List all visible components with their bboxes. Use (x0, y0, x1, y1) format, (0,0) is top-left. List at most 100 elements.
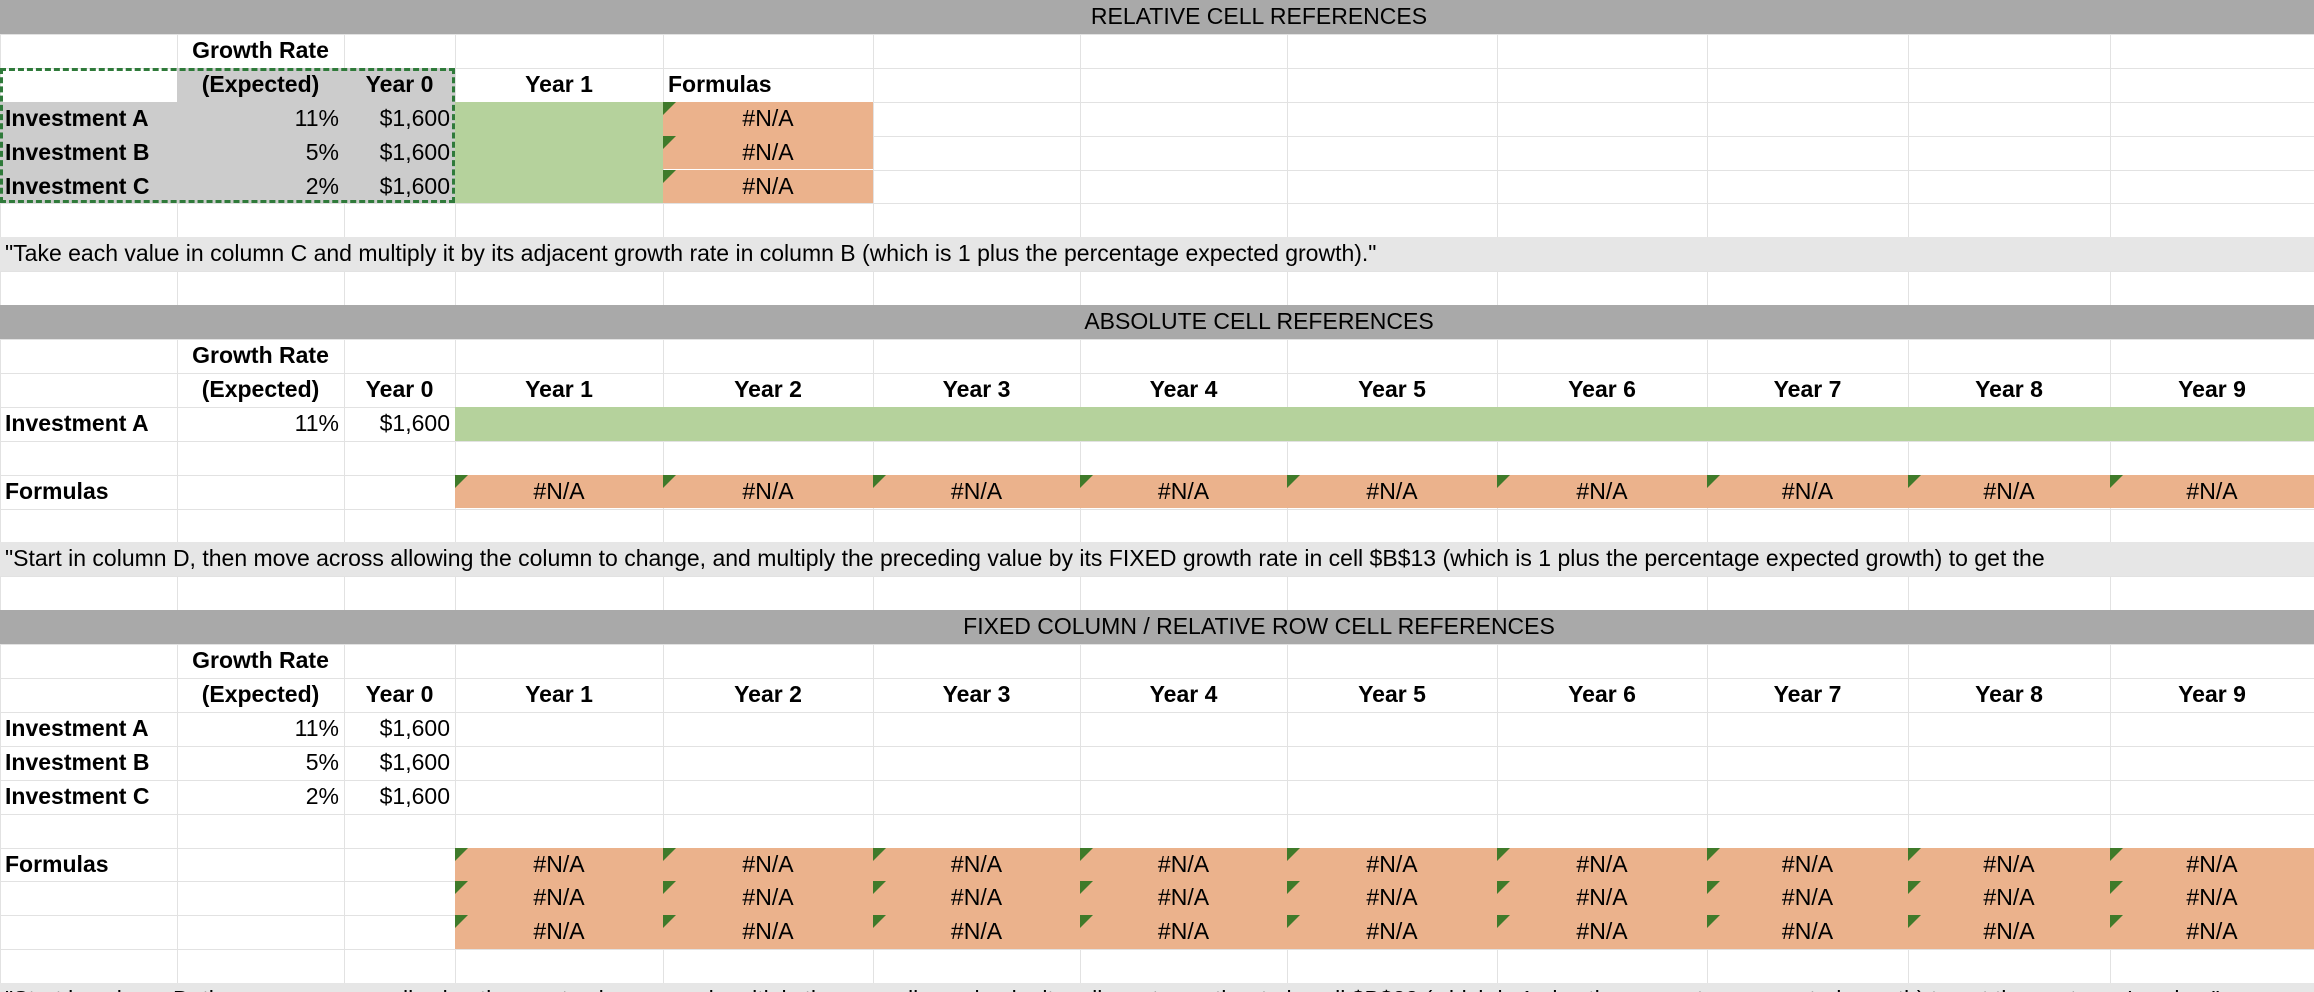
header-cell: Year 6 (1497, 373, 1707, 407)
cell-text: #N/A (950, 918, 1003, 945)
cell-text: #N/A (742, 104, 794, 131)
formula-cell: #N/A (455, 881, 663, 916)
header-cell: Year 8 (1908, 678, 2110, 712)
formula-flag (1908, 847, 1921, 861)
cell-text: #N/A (742, 884, 794, 911)
cell-text: "Take each value in column C and multipl… (5, 240, 1377, 267)
cell-text: $1,600 (379, 782, 450, 809)
formula-flag (663, 915, 676, 929)
formula-cell: #N/A (2110, 881, 2314, 916)
header-cell: Year 0 (344, 373, 455, 407)
formula-cell: #N/A (1080, 474, 1287, 509)
cell-text: #N/A (1781, 477, 1834, 504)
header-cell: Growth Rate (177, 339, 344, 373)
cell-text: Year 7 (1773, 375, 1842, 402)
cell-text: $1,600 (379, 714, 450, 741)
header-cell: Year 5 (1287, 373, 1497, 407)
cell-text: "Start in column D, then move across all… (5, 986, 2220, 992)
formula-cell: #N/A (663, 474, 873, 509)
cell-text: #N/A (1781, 884, 1834, 911)
section-title: RELATIVE CELL REFERENCES (1090, 3, 1428, 29)
formula-flag (1287, 474, 1300, 488)
cell-text: Formulas (668, 70, 772, 97)
rate-cell: 11% (177, 712, 344, 746)
formula-cell: #N/A (2110, 847, 2314, 882)
row-label: Investment C (0, 170, 177, 204)
formula-cell: #N/A (663, 847, 873, 882)
formula-flag (1287, 915, 1300, 929)
grid-line (0, 644, 2314, 646)
cell-text: Year 0 (365, 375, 434, 402)
formula-cell: #N/A (1287, 847, 1497, 882)
cell-text: #N/A (742, 172, 794, 199)
cell-text: Investment A (5, 104, 149, 131)
cell-text: #N/A (742, 850, 794, 877)
formula-flag (1080, 474, 1093, 488)
cell-text: Year 1 (525, 70, 593, 97)
formula-flag (2110, 847, 2123, 861)
header-cell: Year 5 (1287, 678, 1497, 712)
cell-text: #N/A (1983, 918, 2035, 945)
cell-text: $1,600 (379, 104, 450, 131)
formula-flag (1080, 881, 1093, 895)
cell-text: Year 9 (2178, 375, 2246, 402)
cell-text: Growth Rate (192, 342, 329, 368)
formula-cell: #N/A (455, 474, 663, 509)
cell-text: #N/A (1157, 477, 1210, 504)
formula-flag (873, 474, 886, 488)
formula-cell: #N/A (2110, 474, 2314, 509)
grid-line (0, 135, 2314, 137)
input-fill (455, 101, 663, 204)
formula-cell: #N/A (873, 474, 1080, 509)
cell-text: Investment B (5, 748, 150, 775)
row-label: Formulas (0, 475, 177, 509)
formula-flag (1707, 915, 1720, 929)
grid-line (0, 0, 1, 992)
cell-text: #N/A (2186, 850, 2238, 877)
cell-text: Year 2 (734, 681, 802, 707)
cell-text: #N/A (742, 918, 794, 945)
cell-text: #N/A (1366, 884, 1418, 911)
formula-flag (1080, 915, 1093, 929)
cell-text: Year 7 (1773, 681, 1842, 707)
cell-text: Year 3 (942, 681, 1011, 707)
cell-text: $1,600 (379, 172, 450, 199)
cell-text: Investment B (5, 138, 150, 165)
header-cell: Year 0 (344, 68, 455, 102)
formula-cell: #N/A (663, 881, 873, 916)
header-cell: Year 2 (663, 678, 873, 712)
row-label: Investment A (0, 407, 177, 441)
cell-text: #N/A (1983, 850, 2035, 877)
formula-flag (1497, 881, 1510, 895)
formula-cell: #N/A (1497, 915, 1707, 950)
formula-cell: #N/A (1707, 915, 1908, 950)
value-cell: $1,600 (344, 170, 455, 204)
grid-line (0, 101, 2314, 103)
formula-cell: #N/A (1497, 474, 1707, 509)
cell-text: 5% (305, 748, 339, 775)
cell-text: (Expected) (201, 70, 320, 97)
cell-text: #N/A (950, 884, 1003, 911)
formula-flag (663, 169, 676, 183)
cell-text: Year 4 (1149, 681, 1218, 707)
cell-text: #N/A (1157, 918, 1210, 945)
cell-text: Year 0 (365, 70, 434, 97)
cell-text: #N/A (2186, 477, 2238, 504)
cell-text: 5% (305, 138, 339, 165)
rate-cell: 11% (177, 407, 344, 441)
header-cell: (Expected) (177, 68, 344, 102)
cell-text: Year 1 (525, 681, 593, 707)
cell-text: #N/A (1366, 850, 1418, 877)
cell-text: 2% (305, 172, 339, 199)
formula-flag (663, 135, 676, 149)
header-cell: (Expected) (177, 678, 344, 712)
formula-flag (2110, 915, 2123, 929)
cell-text: Year 8 (1975, 375, 2043, 402)
cell-text: #N/A (1781, 850, 1834, 877)
value-cell: $1,600 (344, 407, 455, 441)
header-cell: Year 1 (455, 678, 663, 712)
grid-line (0, 678, 2314, 679)
formula-flag (455, 474, 468, 488)
header-cell: Growth Rate (177, 34, 344, 68)
